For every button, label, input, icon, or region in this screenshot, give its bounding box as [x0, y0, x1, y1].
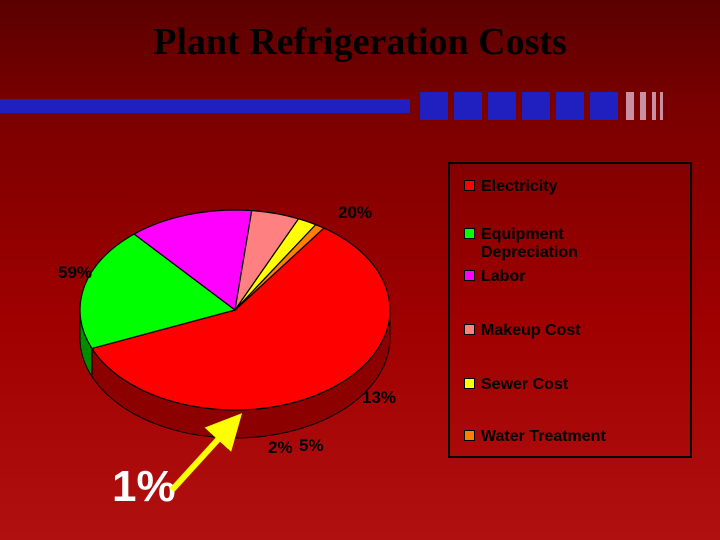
callout-arrow: [0, 0, 720, 540]
